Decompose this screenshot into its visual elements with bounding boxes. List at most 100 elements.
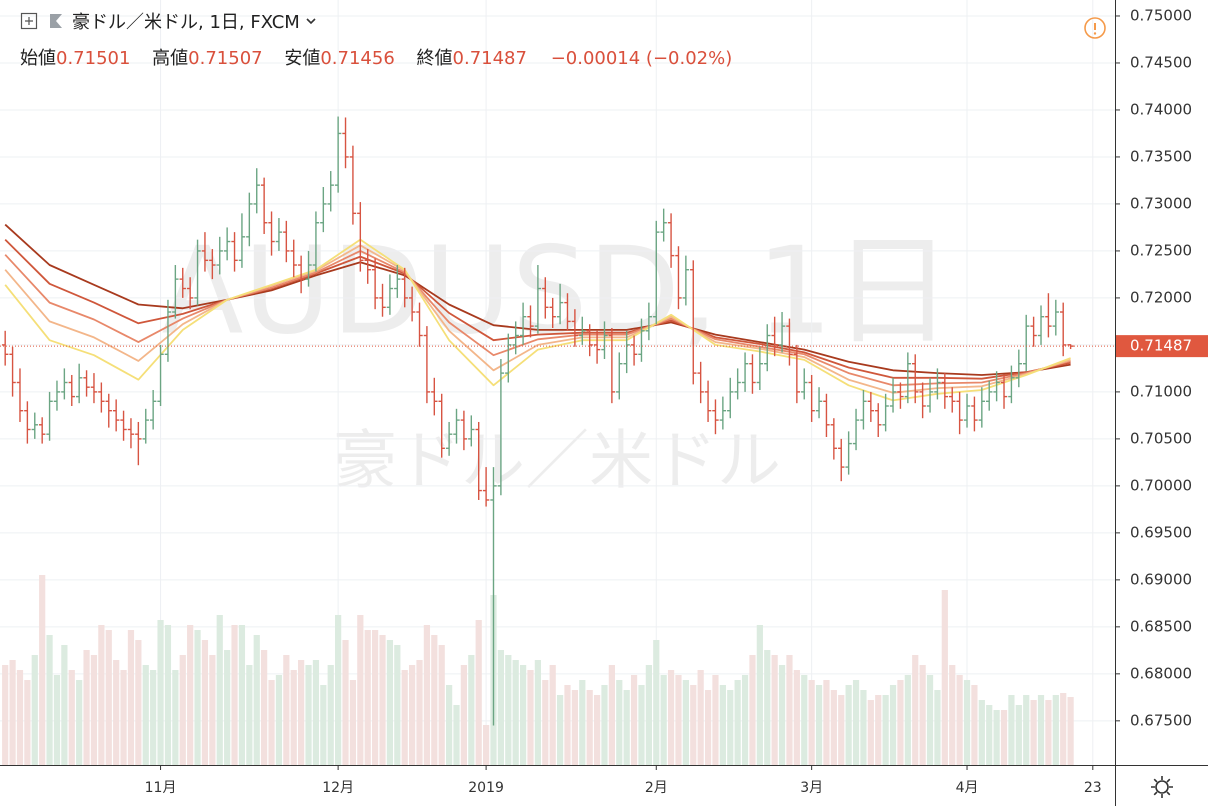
volume-bar <box>571 690 578 765</box>
ohlc-bar <box>593 330 601 364</box>
ohlc-bar <box>1008 365 1015 404</box>
volume-bar <box>39 575 46 765</box>
ohlc-bar <box>1 330 9 366</box>
volume-bar <box>423 625 431 765</box>
ohlc-bar <box>734 368 741 400</box>
ohlc-bar <box>75 363 83 404</box>
x-tick-label: 23 <box>1084 780 1102 796</box>
volume-bar <box>453 705 460 765</box>
volume-bar <box>608 665 615 765</box>
ohlc-bar <box>1023 314 1030 372</box>
ohlc-bar <box>571 309 579 347</box>
ohlc-bar <box>16 368 24 422</box>
ohlc-bar <box>778 312 786 353</box>
volume-bar <box>704 690 712 765</box>
ohlc-bar <box>24 401 31 444</box>
ohlc-bar <box>423 326 431 404</box>
volume-bar <box>653 640 660 765</box>
volume-bar <box>246 665 253 765</box>
ohlc-bar <box>675 246 682 310</box>
volume-bar <box>756 625 763 765</box>
ohlc-bar <box>394 265 401 298</box>
ohlc-bar <box>105 393 112 428</box>
ohlc-bar <box>186 277 194 310</box>
volume-bar <box>90 655 98 765</box>
ohlc-bar <box>978 387 986 428</box>
volume-bar <box>845 685 852 765</box>
ohlc-bar <box>127 418 135 449</box>
ohlc-bar <box>882 393 889 432</box>
volume-bar <box>556 695 564 765</box>
volume-bar <box>564 685 571 765</box>
ohlc-bar <box>756 346 764 391</box>
ohlc-bar <box>379 283 386 317</box>
volume-bar <box>675 675 682 765</box>
ohlc-bar <box>719 396 727 430</box>
ohlc-bar <box>697 361 704 404</box>
volume-bar <box>630 675 638 765</box>
y-tick-label: 0.75000 <box>1130 6 1192 24</box>
volume-bar <box>941 590 948 765</box>
flag-icon[interactable] <box>48 12 64 30</box>
ohlc-bar <box>556 283 564 325</box>
volume-bar <box>697 670 704 765</box>
ohlc-bar <box>1000 374 1008 409</box>
volume-bar <box>1008 695 1015 765</box>
alert-icon[interactable] <box>1084 17 1106 39</box>
volume-bar <box>24 680 31 765</box>
volume-bar <box>778 665 786 765</box>
ohlc-bar <box>46 391 53 441</box>
ohlc-bar <box>327 171 334 212</box>
volume-bar <box>1030 700 1037 765</box>
time-axis-bg <box>0 765 1208 806</box>
volume-bar <box>409 665 416 765</box>
ohlc-bar <box>497 359 505 496</box>
ohlc-bar <box>386 274 394 315</box>
volume-bar <box>579 680 586 765</box>
symbol-title[interactable]: 豪ドル／米ドル, 1日, FXCM <box>72 12 300 33</box>
expand-icon[interactable] <box>20 12 38 30</box>
volume-bar <box>179 655 186 765</box>
volume-bar <box>401 670 408 765</box>
x-tick-label: 3月 <box>800 780 823 796</box>
ohlc-bar <box>157 344 164 406</box>
volume-bar <box>446 685 453 765</box>
ohlc-bar <box>941 373 949 409</box>
y-tick-label: 0.73000 <box>1130 194 1192 212</box>
legend: 豪ドル／米ドル, 1日, FXCM 始値0.71501 高値0.71507 安値… <box>20 8 732 70</box>
volume-bar <box>682 680 689 765</box>
ohlc-bar <box>482 467 490 507</box>
ohlc-bar <box>9 346 16 397</box>
volume-bar <box>852 680 860 765</box>
alert-circle <box>1084 17 1106 39</box>
ohlc-bar <box>727 377 734 419</box>
volume-bar <box>1015 705 1022 765</box>
volume-bar <box>475 620 482 765</box>
ohlc-bar <box>963 393 971 428</box>
volume-bar <box>771 655 778 765</box>
ohlc-bar <box>238 213 246 268</box>
ohlc-bar <box>149 390 157 430</box>
volume-bar <box>616 680 623 765</box>
ohlc-bar <box>1030 316 1037 347</box>
volume-bar <box>949 665 956 765</box>
ohlc-bar <box>223 227 231 261</box>
ohlc-bar <box>98 382 105 413</box>
volume-bar <box>978 700 985 765</box>
chevron-icon[interactable] <box>304 14 318 28</box>
y-tick-label: 0.74000 <box>1130 100 1192 118</box>
ohlc-bar <box>889 377 897 413</box>
ohlc-bar <box>349 145 357 225</box>
ohlc-bar <box>246 192 253 247</box>
ohlc-bar <box>260 177 268 235</box>
gear-body <box>1155 780 1169 794</box>
settings-icon[interactable] <box>1151 776 1173 798</box>
ohlc-bar <box>135 421 142 466</box>
volume-bar <box>120 670 127 765</box>
volume-bar <box>105 630 112 765</box>
volume-bar <box>438 645 445 765</box>
volume-bar <box>808 680 815 765</box>
volume-bar <box>741 675 749 765</box>
ohlc-bar <box>815 387 823 419</box>
ohlc-bar <box>623 330 630 374</box>
